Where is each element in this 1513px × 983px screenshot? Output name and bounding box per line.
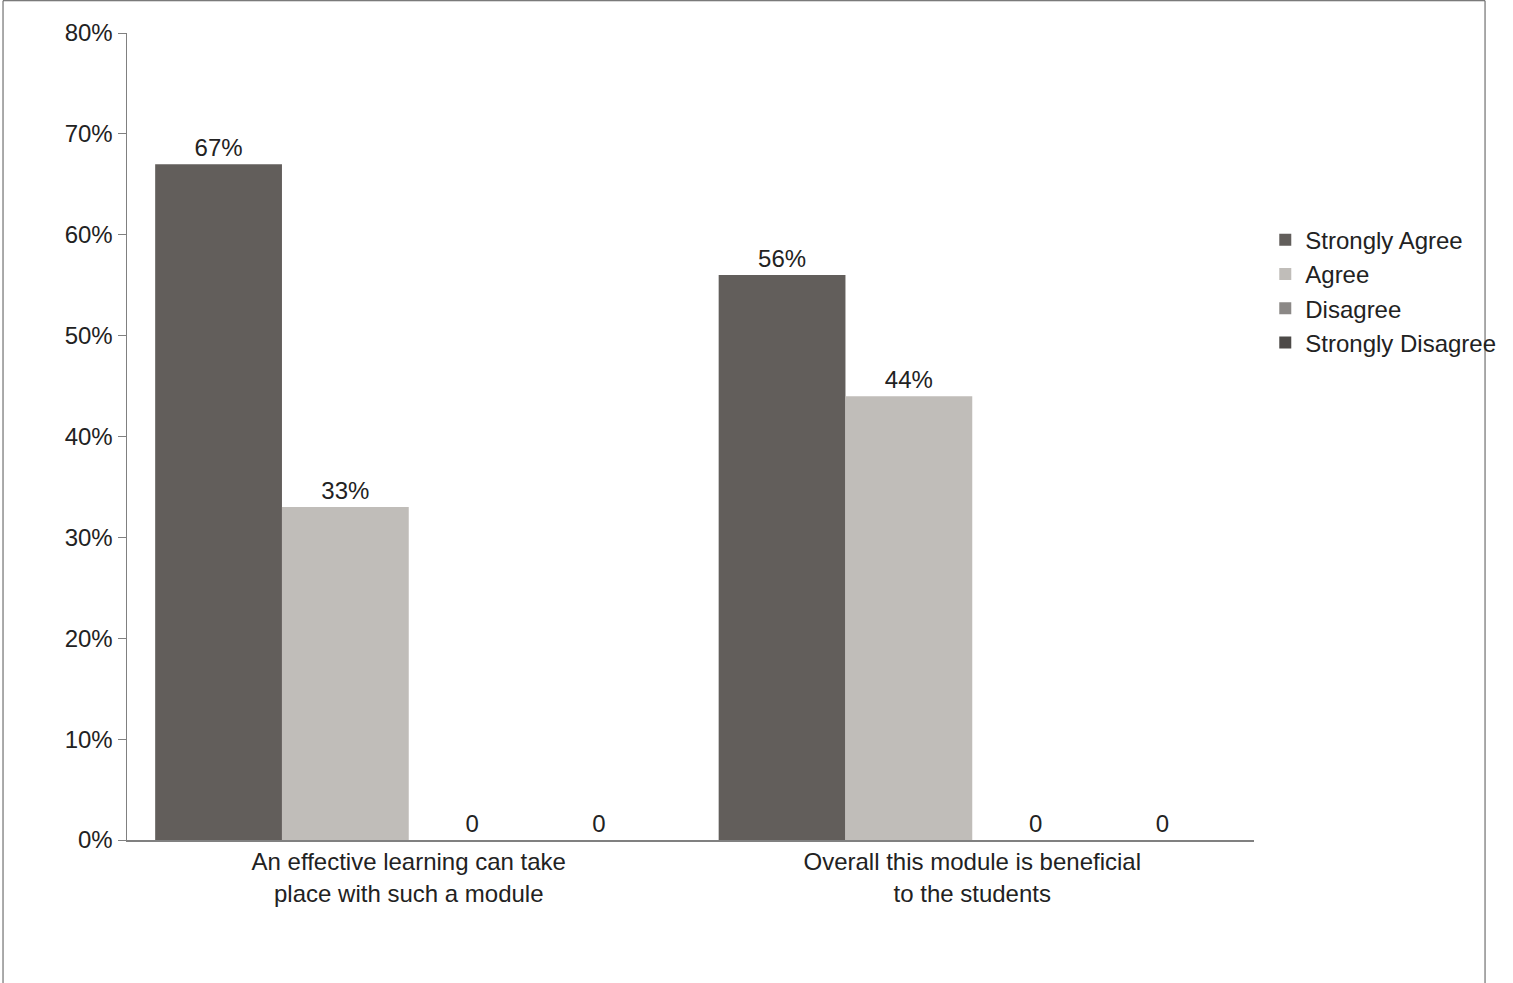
- svg-text:Overall this module is benefic: Overall this module is beneficialto the …: [804, 848, 1142, 906]
- svg-text:20%: 20%: [65, 625, 113, 652]
- svg-text:56%: 56%: [758, 245, 806, 272]
- svg-text:An effective learning can take: An effective learning can takeplace with…: [252, 848, 566, 906]
- svg-text:40%: 40%: [65, 423, 113, 450]
- svg-text:Strongly Disagree: Strongly Disagree: [1305, 330, 1496, 357]
- svg-text:70%: 70%: [65, 120, 113, 147]
- svg-text:Disagree: Disagree: [1305, 296, 1401, 323]
- svg-text:0: 0: [465, 810, 478, 837]
- svg-text:30%: 30%: [65, 524, 113, 551]
- svg-text:44%: 44%: [885, 366, 933, 393]
- svg-text:67%: 67%: [195, 134, 243, 161]
- svg-text:50%: 50%: [65, 322, 113, 349]
- svg-text:10%: 10%: [65, 726, 113, 753]
- svg-text:Strongly Agree: Strongly Agree: [1305, 227, 1462, 254]
- svg-text:80%: 80%: [65, 19, 113, 46]
- svg-text:0%: 0%: [78, 826, 113, 853]
- svg-text:60%: 60%: [65, 221, 113, 248]
- svg-text:0: 0: [592, 810, 605, 837]
- svg-text:0: 0: [1029, 810, 1042, 837]
- svg-text:0: 0: [1156, 810, 1169, 837]
- svg-text:Agree: Agree: [1305, 261, 1369, 288]
- svg-text:33%: 33%: [321, 477, 369, 504]
